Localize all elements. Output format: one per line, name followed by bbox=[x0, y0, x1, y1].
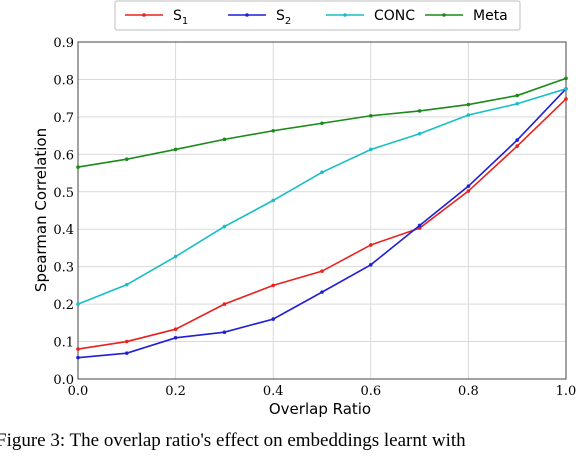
data-point bbox=[173, 254, 178, 259]
x-tick-label: 0.4 bbox=[263, 384, 284, 399]
data-point bbox=[76, 347, 80, 351]
data-point bbox=[466, 102, 471, 107]
data-point bbox=[417, 223, 422, 228]
x-tick-label: 0.2 bbox=[165, 384, 186, 399]
data-point bbox=[564, 97, 568, 101]
y-tick-label: 0.1 bbox=[53, 336, 74, 351]
data-point bbox=[173, 327, 178, 331]
series-lines bbox=[76, 76, 568, 360]
data-point bbox=[76, 355, 80, 360]
y-tick-label: 0.7 bbox=[53, 111, 74, 126]
data-point bbox=[466, 184, 471, 188]
data-point bbox=[222, 137, 227, 142]
data-point bbox=[369, 113, 373, 118]
data-point bbox=[125, 339, 129, 344]
data-point bbox=[515, 93, 519, 98]
x-tick-label: 1.0 bbox=[556, 384, 576, 399]
legend-marker bbox=[142, 13, 146, 17]
data-point bbox=[466, 189, 471, 193]
legend-marker bbox=[343, 13, 347, 17]
data-point bbox=[369, 243, 373, 247]
series-s1 bbox=[76, 97, 568, 351]
figure-caption-fragment: Figure 3: The overlap ratio's effect on … bbox=[0, 430, 466, 451]
y-tick-label: 0.8 bbox=[53, 73, 74, 88]
data-point bbox=[515, 101, 519, 106]
series-s2 bbox=[76, 87, 568, 360]
y-tick-label: 0.0 bbox=[53, 373, 74, 388]
legend: S1 S2 CONC Meta bbox=[114, 0, 521, 31]
legend-marker bbox=[442, 13, 446, 17]
data-point bbox=[271, 128, 276, 133]
legend-box bbox=[114, 0, 521, 31]
legend-item-meta: Meta bbox=[425, 8, 508, 24]
data-point bbox=[369, 262, 373, 267]
y-tick-label: 0.3 bbox=[53, 261, 74, 276]
x-tick-label: 0.0 bbox=[68, 384, 89, 399]
data-point bbox=[320, 170, 324, 175]
data-point bbox=[320, 121, 324, 126]
series-meta bbox=[76, 76, 568, 169]
series-line-s1 bbox=[77, 98, 567, 350]
data-point bbox=[76, 165, 80, 169]
legend-marker bbox=[245, 13, 249, 17]
y-tick-label: 0.4 bbox=[53, 223, 74, 238]
x-axis-title: Overlap Ratio bbox=[269, 400, 371, 418]
data-point bbox=[515, 144, 519, 148]
data-point bbox=[320, 290, 324, 294]
data-point bbox=[125, 157, 129, 162]
y-tick-label: 0.2 bbox=[53, 298, 74, 313]
data-point bbox=[564, 87, 568, 91]
tick-labels: 0.0 0.2 0.4 0.6 0.8 1.0 0.0 0.1 0.2 0.3 0.4 0.5 0.6 0… bbox=[53, 36, 576, 399]
grid bbox=[77, 41, 567, 380]
data-point bbox=[369, 147, 373, 152]
series-conc bbox=[76, 87, 568, 306]
y-tick-label: 0.6 bbox=[53, 148, 74, 163]
y-axis-title: Spearman Correlation bbox=[32, 128, 50, 292]
data-point bbox=[271, 198, 276, 203]
data-point bbox=[125, 282, 129, 287]
data-point bbox=[271, 317, 276, 321]
legend-item-conc: CONC bbox=[326, 8, 415, 24]
legend-label: CONC bbox=[374, 8, 415, 24]
data-point bbox=[222, 330, 227, 334]
data-point bbox=[515, 138, 519, 142]
y-tick-label: 0.9 bbox=[53, 36, 74, 51]
data-point bbox=[417, 131, 422, 136]
data-point bbox=[271, 283, 276, 288]
data-point bbox=[125, 351, 129, 355]
data-point bbox=[173, 336, 178, 340]
data-point bbox=[222, 224, 227, 229]
data-point bbox=[417, 109, 422, 113]
data-point bbox=[222, 302, 227, 306]
data-point bbox=[466, 113, 471, 117]
x-tick-label: 0.6 bbox=[360, 384, 381, 399]
axes bbox=[77, 41, 567, 380]
data-point bbox=[173, 147, 178, 152]
data-point bbox=[564, 76, 568, 81]
plot-frame bbox=[77, 41, 567, 380]
series-line-s2 bbox=[77, 88, 567, 359]
y-tick-label: 0.5 bbox=[53, 186, 74, 201]
legend-label: Meta bbox=[473, 8, 508, 24]
data-point bbox=[76, 302, 80, 306]
x-tick-label: 0.8 bbox=[458, 384, 479, 399]
data-point bbox=[320, 269, 324, 273]
